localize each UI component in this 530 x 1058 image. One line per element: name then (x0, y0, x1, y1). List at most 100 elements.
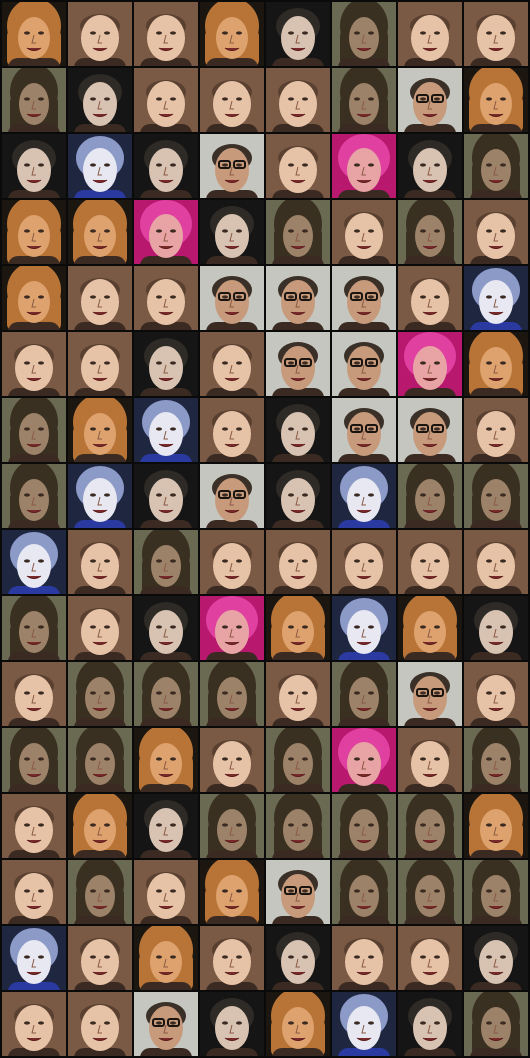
eye (368, 163, 374, 167)
eye (104, 757, 110, 761)
face (477, 543, 515, 589)
face (282, 1007, 314, 1049)
mouth (26, 641, 42, 645)
eye (486, 757, 492, 761)
shoulders (404, 850, 456, 858)
mouth (92, 311, 108, 315)
tile-content (398, 926, 462, 990)
nose (31, 364, 36, 374)
tile-content (332, 398, 396, 462)
nose (97, 496, 102, 506)
tile-content (68, 992, 132, 1056)
eye (302, 559, 308, 563)
eye (500, 559, 506, 563)
mouth (92, 575, 108, 579)
face (213, 939, 251, 985)
face (85, 677, 115, 719)
face-tile (134, 860, 198, 924)
tile-content (68, 464, 132, 528)
tile-content (332, 68, 396, 132)
nose (361, 628, 366, 638)
eye (486, 559, 492, 563)
eye (500, 229, 506, 233)
face-tile (398, 992, 462, 1056)
eye (288, 1021, 294, 1025)
face (349, 677, 379, 719)
tile-content (266, 464, 330, 528)
mouth (488, 1037, 504, 1041)
nose (427, 298, 432, 308)
tile-content (332, 662, 396, 726)
face-tile (398, 464, 462, 528)
tile-content (68, 2, 132, 66)
face-tile (2, 728, 66, 792)
mouth (488, 905, 504, 909)
glasses (299, 886, 312, 895)
face-tile (200, 926, 264, 990)
mouth (26, 1037, 42, 1041)
nose (163, 1024, 168, 1034)
face (81, 939, 119, 985)
nose (163, 562, 168, 572)
face (147, 873, 185, 919)
eye (434, 427, 440, 431)
glasses (365, 292, 378, 301)
eye (170, 757, 176, 761)
tile-content (266, 794, 330, 858)
face (213, 411, 251, 457)
face (15, 873, 53, 919)
eye (236, 493, 242, 497)
face-tile (398, 530, 462, 594)
eye (434, 1021, 440, 1025)
face-tile (134, 266, 198, 330)
shoulders (140, 718, 192, 726)
face (347, 280, 381, 324)
tile-content (398, 662, 462, 726)
face (83, 82, 117, 126)
eye (236, 889, 242, 893)
face-tile (68, 200, 132, 264)
tile-content (200, 200, 264, 264)
face-tile (332, 860, 396, 924)
face (18, 17, 50, 59)
face-tile (332, 728, 396, 792)
eye (302, 1021, 308, 1025)
mouth (422, 245, 438, 249)
eye (24, 163, 30, 167)
nose (31, 628, 36, 638)
tile-content (332, 728, 396, 792)
face-tile (398, 398, 462, 462)
glasses (218, 292, 231, 301)
face (479, 280, 513, 324)
glasses (416, 94, 429, 103)
face-tile (2, 464, 66, 528)
nose (163, 958, 168, 968)
eye (500, 31, 506, 35)
mouth (356, 1037, 372, 1041)
eye (354, 163, 360, 167)
nose (163, 496, 168, 506)
eye (222, 889, 228, 893)
shoulders (140, 916, 192, 924)
nose (31, 826, 36, 836)
face-tile (68, 398, 132, 462)
shoulders (140, 850, 192, 858)
mouth (158, 245, 174, 249)
tile-content (2, 68, 66, 132)
face-tile (200, 464, 264, 528)
tile-content (398, 794, 462, 858)
face-tile (200, 398, 264, 462)
eye (302, 823, 308, 827)
eye (434, 691, 440, 695)
eye (434, 97, 440, 101)
shoulders (74, 718, 126, 726)
nose (97, 298, 102, 308)
eye (420, 229, 426, 233)
tile-content (68, 332, 132, 396)
eye (354, 361, 360, 365)
nose (163, 760, 168, 770)
face (215, 214, 249, 258)
shoulders (338, 190, 390, 198)
eye (302, 295, 308, 299)
eye (434, 823, 440, 827)
